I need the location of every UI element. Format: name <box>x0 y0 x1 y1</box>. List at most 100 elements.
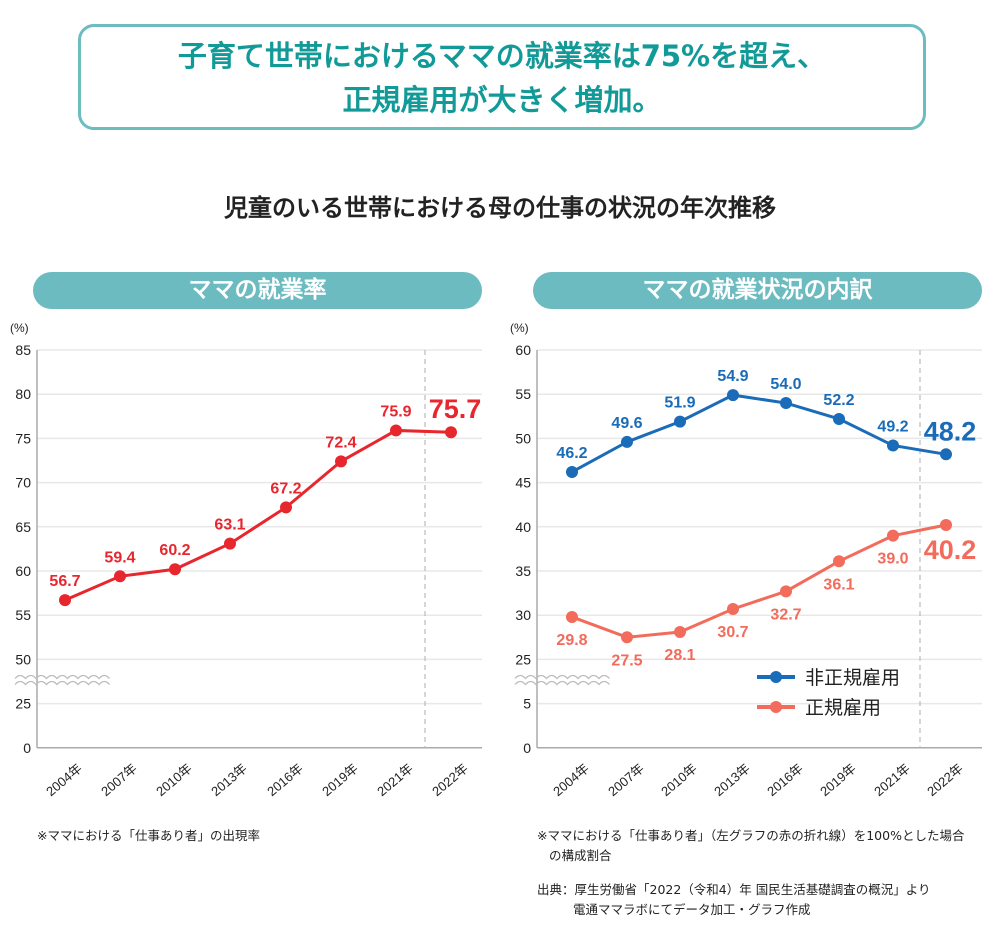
y-tick-label: 0 <box>23 740 31 756</box>
y-tick-label: 5 <box>523 696 531 712</box>
data-point <box>727 389 739 402</box>
legend-label: 非正規雇用 <box>805 667 900 689</box>
data-label: 36.1 <box>823 576 854 593</box>
y-tick-label: 45 <box>515 475 531 491</box>
y-tick-label: 65 <box>15 519 31 535</box>
data-label: 32.7 <box>770 606 801 623</box>
axis-break-icon <box>514 674 610 680</box>
x-tick-label: 2010年 <box>153 761 195 799</box>
data-point <box>169 563 181 576</box>
data-label: 28.1 <box>664 647 695 664</box>
x-tick-label: 2013年 <box>711 761 753 799</box>
x-tick-label: 2016年 <box>764 761 806 799</box>
y-tick-label: 0 <box>523 740 531 756</box>
headline: 子育て世帯におけるママの就業率は75%を超え、 正規雇用が大きく増加。 <box>78 34 926 122</box>
right-footnote: ※ママにおける「仕事あり者」（左グラフの赤の折れ線）を100%とした場合 の構成… <box>537 826 964 866</box>
x-tick-label: 2007年 <box>605 761 647 799</box>
data-point <box>780 397 792 410</box>
data-label: 48.2 <box>924 416 977 446</box>
right-footnote-line-2: の構成割合 <box>549 848 612 863</box>
y-tick-label: 40 <box>515 519 531 535</box>
employment-breakdown-chart: (%) 0 5 25 30 35 40 45 50 55 60 2004年 2007年 2010年 2013… <box>510 321 982 799</box>
y-tick-label: 85 <box>15 342 31 358</box>
x-tick-label: 2013年 <box>208 761 250 799</box>
data-label: 59.4 <box>104 549 135 566</box>
data-point <box>727 603 739 616</box>
data-label: 56.7 <box>49 573 80 590</box>
source-note: 出典：厚生労働省「2022（令和4）年 国民生活基礎調査の概況」より 電通ママラ… <box>537 880 931 920</box>
data-point <box>833 412 845 425</box>
legend-marker <box>770 671 782 683</box>
x-tick-label: 2010年 <box>658 761 700 799</box>
y-axis-unit: (%) <box>510 321 529 335</box>
data-label: 72.4 <box>325 434 356 451</box>
data-point <box>280 501 292 514</box>
axis-break-icon <box>14 674 110 680</box>
y-tick-label: 60 <box>515 342 531 358</box>
x-tick-label: 2021年 <box>871 761 913 799</box>
data-label: 46.2 <box>556 445 587 462</box>
data-point <box>445 426 457 439</box>
y-tick-label: 50 <box>15 651 31 667</box>
page-title: 児童のいる世帯における母の仕事の状況の年次推移 <box>224 194 776 222</box>
data-label: 52.2 <box>823 392 854 409</box>
data-point <box>621 631 633 644</box>
data-label: 67.2 <box>270 480 301 497</box>
data-label: 29.8 <box>556 632 587 649</box>
left-footnote: ※ママにおける「仕事あり者」の出現率 <box>37 828 260 843</box>
data-point <box>390 424 402 437</box>
series-line <box>571 523 947 639</box>
y-tick-label: 70 <box>15 475 31 491</box>
source-line-2: 電通ママラボにてデータ加工・グラフ作成 <box>573 902 811 917</box>
x-tick-label: 2021年 <box>374 761 416 799</box>
source-line-1: 出典：厚生労働省「2022（令和4）年 国民生活基礎調査の概況」より <box>537 882 931 897</box>
data-point <box>940 448 952 461</box>
x-tick-label: 2016年 <box>264 761 306 799</box>
data-label: 63.1 <box>214 517 245 534</box>
axis-break-icon <box>514 680 610 686</box>
x-tick-label: 2022年 <box>924 761 966 799</box>
y-tick-label: 25 <box>15 696 31 712</box>
data-point <box>59 594 71 607</box>
x-tick-label: 2019年 <box>319 761 361 799</box>
x-tick-label: 2004年 <box>43 761 85 799</box>
y-axis-unit: (%) <box>10 321 29 335</box>
series-line <box>571 393 947 474</box>
y-tick-label: 50 <box>515 430 531 446</box>
speech-bubble <box>78 24 926 130</box>
data-point <box>887 529 899 542</box>
data-point <box>566 465 578 478</box>
y-tick-label: 55 <box>15 607 31 623</box>
headline-line-1: 子育て世帯におけるママの就業率は75%を超え、 <box>177 39 827 73</box>
x-tick-label: 2022年 <box>429 761 471 799</box>
axis-break-icon <box>14 680 110 686</box>
data-point <box>833 555 845 568</box>
data-label: 30.7 <box>717 624 748 641</box>
y-tick-label: 35 <box>515 563 531 579</box>
data-label: 49.2 <box>877 418 908 435</box>
y-tick-label: 80 <box>15 386 31 402</box>
data-label: 27.5 <box>611 652 642 669</box>
y-tick-label: 30 <box>515 607 531 623</box>
y-tick-label: 60 <box>15 563 31 579</box>
data-point <box>940 519 952 532</box>
y-tick-label: 25 <box>515 651 531 667</box>
data-point <box>224 537 236 550</box>
data-label: 54.9 <box>717 368 748 385</box>
data-point <box>780 585 792 598</box>
data-label: 75.9 <box>380 403 411 420</box>
x-tick-label: 2007年 <box>98 761 140 799</box>
x-tick-label: 2004年 <box>550 761 592 799</box>
x-tick-label: 2019年 <box>817 761 859 799</box>
data-point <box>674 415 686 428</box>
headline-line-2: 正規雇用が大きく増加。 <box>342 83 662 117</box>
data-point <box>674 625 686 638</box>
data-label: 51.9 <box>664 395 695 412</box>
data-label: 39.0 <box>877 551 908 568</box>
left-chart-label: ママの就業率 <box>33 272 482 309</box>
data-label: 60.2 <box>159 542 190 559</box>
data-point <box>114 570 126 583</box>
data-label: 40.2 <box>924 535 977 565</box>
data-point <box>335 455 347 468</box>
